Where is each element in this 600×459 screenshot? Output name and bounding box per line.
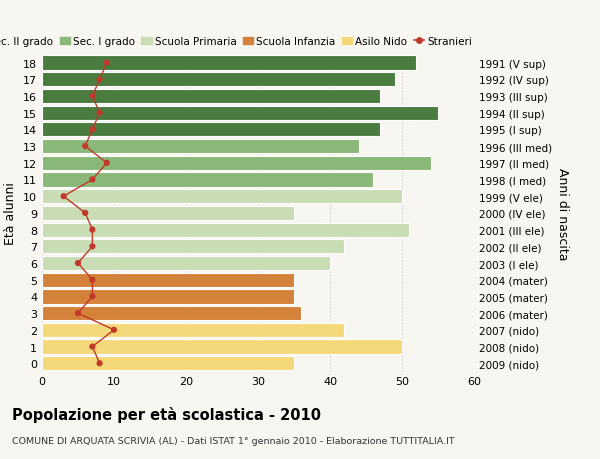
Y-axis label: Età alunni: Età alunni — [4, 182, 17, 245]
Point — [80, 143, 90, 151]
Bar — [42, 140, 359, 154]
Bar — [42, 123, 380, 137]
Bar — [42, 340, 402, 354]
Point — [102, 60, 112, 67]
Bar — [42, 207, 294, 220]
Legend: Sec. II grado, Sec. I grado, Scuola Primaria, Scuola Infanzia, Asilo Nido, Stran: Sec. II grado, Sec. I grado, Scuola Prim… — [0, 37, 472, 47]
Bar — [42, 306, 301, 320]
Point — [88, 126, 97, 134]
Point — [73, 260, 83, 267]
Bar — [42, 173, 373, 187]
Bar — [42, 73, 395, 87]
Point — [88, 176, 97, 184]
Y-axis label: Anni di nascita: Anni di nascita — [556, 167, 569, 260]
Bar — [42, 223, 409, 237]
Bar — [42, 106, 438, 121]
Point — [102, 160, 112, 167]
Point — [88, 276, 97, 284]
Point — [88, 93, 97, 101]
Bar — [42, 257, 330, 270]
Point — [95, 76, 104, 84]
Bar — [42, 157, 431, 170]
Text: Popolazione per età scolastica - 2010: Popolazione per età scolastica - 2010 — [12, 406, 321, 422]
Point — [80, 210, 90, 217]
Bar — [42, 290, 294, 304]
Bar — [42, 356, 294, 370]
Point — [109, 326, 119, 334]
Point — [95, 110, 104, 117]
Bar — [42, 240, 344, 254]
Bar — [42, 323, 344, 337]
Point — [59, 193, 68, 201]
Bar — [42, 273, 294, 287]
Point — [88, 293, 97, 301]
Bar — [42, 56, 416, 71]
Text: COMUNE DI ARQUATA SCRIVIA (AL) - Dati ISTAT 1° gennaio 2010 - Elaborazione TUTTI: COMUNE DI ARQUATA SCRIVIA (AL) - Dati IS… — [12, 436, 455, 445]
Point — [95, 360, 104, 367]
Point — [88, 343, 97, 351]
Bar — [42, 190, 402, 204]
Point — [73, 310, 83, 317]
Point — [88, 226, 97, 234]
Point — [88, 243, 97, 251]
Bar — [42, 90, 380, 104]
